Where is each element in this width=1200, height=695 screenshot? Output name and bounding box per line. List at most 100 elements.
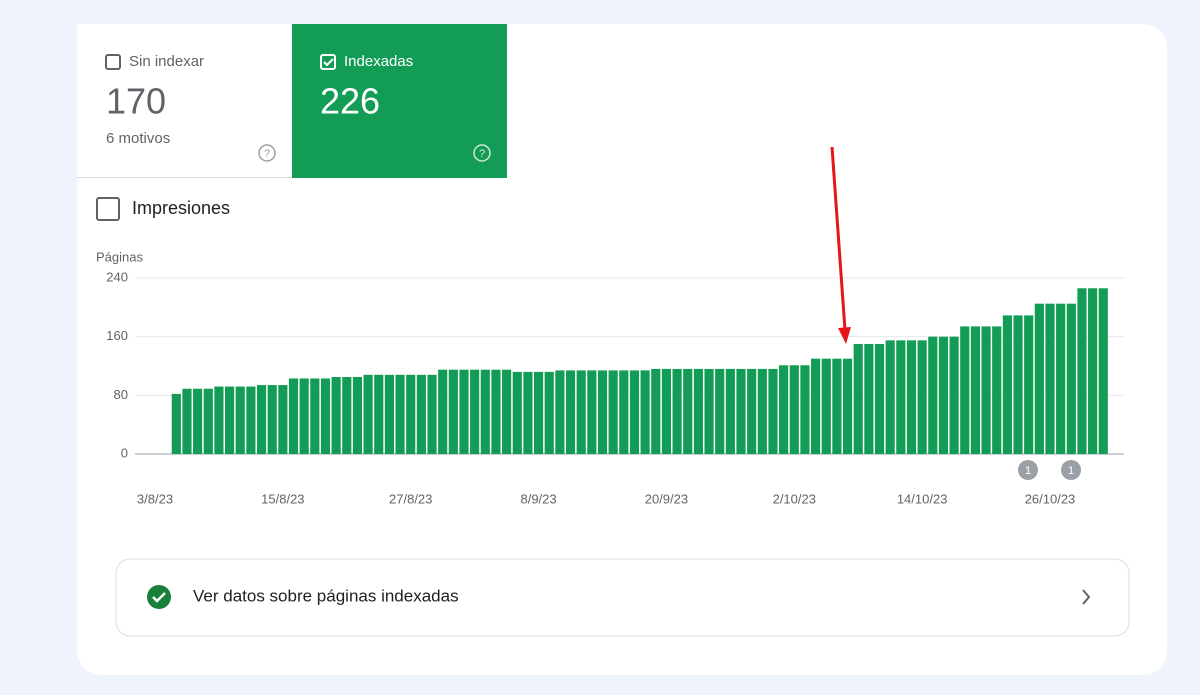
checkbox[interactable] xyxy=(105,54,121,70)
bar xyxy=(565,370,576,454)
bar xyxy=(960,326,970,454)
y-tick-label: 160 xyxy=(106,328,128,343)
y-tick-label: 0 xyxy=(121,445,128,460)
bar xyxy=(970,326,980,454)
success-icon xyxy=(147,585,171,609)
bar xyxy=(384,374,394,454)
toggle-label: Impresiones xyxy=(132,198,230,218)
y-tick-label: 240 xyxy=(106,269,128,284)
bar xyxy=(949,336,959,454)
bar xyxy=(512,371,522,454)
bar xyxy=(789,365,799,454)
bar xyxy=(725,368,735,454)
annotation-label: 1 xyxy=(1025,465,1031,477)
bar xyxy=(853,344,863,454)
bar xyxy=(331,377,341,454)
bar xyxy=(992,326,1002,454)
bar xyxy=(864,344,874,454)
bar xyxy=(768,368,778,454)
bar xyxy=(1077,288,1087,454)
bar xyxy=(491,369,501,454)
bar xyxy=(597,370,608,454)
bar xyxy=(917,340,927,454)
help-icon[interactable]: ? xyxy=(473,144,491,162)
bar xyxy=(533,371,544,454)
bar xyxy=(406,374,416,454)
bar xyxy=(448,369,458,454)
link-text[interactable]: Ver datos sobre páginas indexadas xyxy=(193,586,459,605)
bar xyxy=(693,368,703,454)
x-tick-label: 15/8/23 xyxy=(261,491,304,506)
bar xyxy=(779,365,789,454)
bar xyxy=(587,370,597,454)
bar xyxy=(544,371,554,454)
bar xyxy=(800,365,810,454)
bar xyxy=(470,369,480,454)
checkbox[interactable] xyxy=(96,197,120,221)
bar xyxy=(629,370,640,454)
check xyxy=(323,58,334,67)
svg-text:?: ? xyxy=(479,148,485,160)
bar xyxy=(1034,303,1044,454)
bar xyxy=(235,386,245,454)
y-tick-label: 80 xyxy=(114,387,128,402)
x-tick-label: 27/8/23 xyxy=(389,491,432,506)
x-tick-label: 8/9/23 xyxy=(520,491,556,506)
bar xyxy=(246,386,256,454)
bar xyxy=(374,374,384,454)
bar xyxy=(225,386,235,454)
arrow xyxy=(830,146,847,331)
bar xyxy=(395,374,405,454)
annotation-marker xyxy=(1018,460,1038,480)
bar xyxy=(459,369,469,454)
bar xyxy=(1088,288,1098,454)
bar xyxy=(320,378,331,454)
annotation-marker xyxy=(1061,460,1081,480)
bar xyxy=(928,336,938,454)
bar xyxy=(1045,303,1055,454)
help-icon[interactable]: ? xyxy=(258,144,276,162)
bar xyxy=(736,368,746,454)
bar xyxy=(1056,303,1066,454)
bar xyxy=(842,358,853,454)
bar xyxy=(363,374,373,454)
bar xyxy=(906,340,917,454)
tab-label: Sin indexar xyxy=(129,53,204,70)
bar xyxy=(182,388,192,454)
bar xyxy=(747,368,757,454)
annotation-label: 1 xyxy=(1068,465,1074,477)
bar xyxy=(352,377,363,454)
bar xyxy=(214,386,224,454)
bar xyxy=(715,368,725,454)
tab-label: Indexadas xyxy=(344,53,413,70)
tab-indexed[interactable] xyxy=(292,24,507,178)
bar xyxy=(704,368,714,454)
bar xyxy=(502,369,512,454)
card xyxy=(77,24,1167,675)
bar xyxy=(651,368,661,454)
bar xyxy=(832,358,842,454)
x-tick-label: 26/10/23 xyxy=(1025,491,1076,506)
tab-count: 170 xyxy=(106,81,166,122)
bar xyxy=(672,368,682,454)
bar xyxy=(661,368,672,454)
bar xyxy=(981,326,991,454)
bar xyxy=(896,340,906,454)
bar xyxy=(1002,315,1012,454)
bar xyxy=(427,374,437,454)
checkbox[interactable] xyxy=(320,54,336,70)
chevron xyxy=(1082,589,1091,605)
tab-not-indexed[interactable] xyxy=(77,24,292,177)
bar xyxy=(683,368,693,454)
bar xyxy=(171,393,181,454)
bar xyxy=(874,344,885,454)
bar xyxy=(1024,315,1034,454)
arrow-head xyxy=(838,327,851,344)
bar xyxy=(885,340,895,454)
link-box[interactable] xyxy=(115,558,1130,637)
bar xyxy=(278,385,288,454)
x-tick-label: 3/8/23 xyxy=(137,491,173,506)
bar xyxy=(608,370,618,454)
